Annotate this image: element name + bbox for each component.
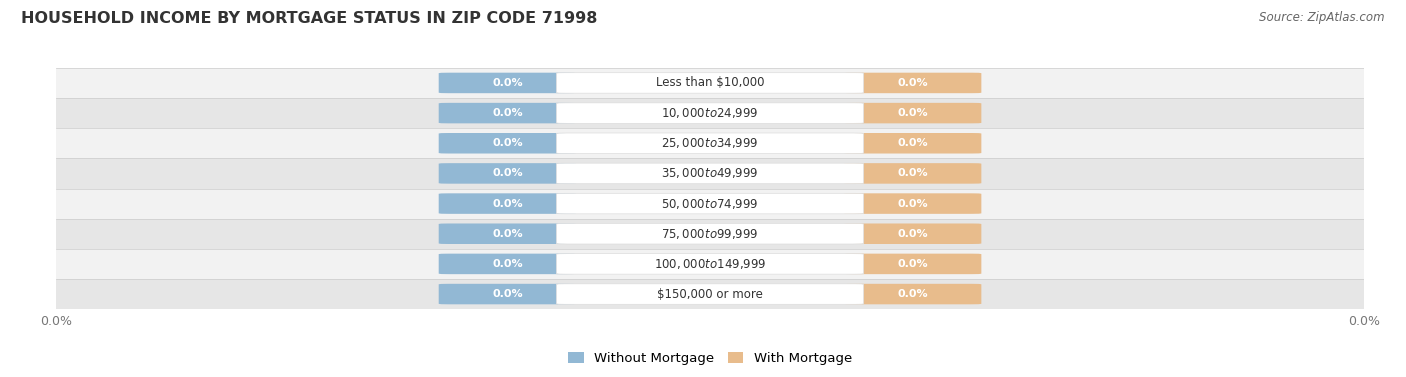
Text: $10,000 to $24,999: $10,000 to $24,999: [661, 106, 759, 120]
Bar: [56, 68, 1364, 98]
Text: 0.0%: 0.0%: [492, 259, 523, 269]
Text: HOUSEHOLD INCOME BY MORTGAGE STATUS IN ZIP CODE 71998: HOUSEHOLD INCOME BY MORTGAGE STATUS IN Z…: [21, 11, 598, 26]
FancyBboxPatch shape: [557, 103, 863, 123]
Text: 0.0%: 0.0%: [492, 229, 523, 239]
FancyBboxPatch shape: [557, 73, 863, 93]
Bar: [56, 279, 1364, 309]
FancyBboxPatch shape: [844, 224, 981, 244]
FancyBboxPatch shape: [439, 163, 576, 184]
FancyBboxPatch shape: [844, 133, 981, 153]
FancyBboxPatch shape: [439, 254, 576, 274]
Bar: [56, 249, 1364, 279]
Text: 0.0%: 0.0%: [492, 289, 523, 299]
Text: 0.0%: 0.0%: [897, 259, 928, 269]
Text: 0.0%: 0.0%: [492, 108, 523, 118]
Text: 0.0%: 0.0%: [897, 169, 928, 178]
Text: Source: ZipAtlas.com: Source: ZipAtlas.com: [1260, 11, 1385, 24]
FancyBboxPatch shape: [439, 284, 576, 304]
FancyBboxPatch shape: [439, 224, 576, 244]
FancyBboxPatch shape: [439, 133, 576, 153]
Text: 0.0%: 0.0%: [897, 199, 928, 208]
Text: 0.0%: 0.0%: [897, 138, 928, 148]
Text: $50,000 to $74,999: $50,000 to $74,999: [661, 196, 759, 211]
Text: 0.0%: 0.0%: [897, 108, 928, 118]
Text: 0.0%: 0.0%: [492, 199, 523, 208]
Text: 0.0%: 0.0%: [492, 138, 523, 148]
Legend: Without Mortgage, With Mortgage: Without Mortgage, With Mortgage: [562, 346, 858, 370]
FancyBboxPatch shape: [557, 284, 863, 304]
Text: $35,000 to $49,999: $35,000 to $49,999: [661, 166, 759, 181]
FancyBboxPatch shape: [557, 254, 863, 274]
FancyBboxPatch shape: [844, 254, 981, 274]
FancyBboxPatch shape: [844, 73, 981, 93]
Text: Less than $10,000: Less than $10,000: [655, 77, 765, 89]
Text: 0.0%: 0.0%: [897, 289, 928, 299]
FancyBboxPatch shape: [844, 163, 981, 184]
FancyBboxPatch shape: [557, 193, 863, 214]
Bar: [56, 98, 1364, 128]
FancyBboxPatch shape: [844, 193, 981, 214]
Text: 0.0%: 0.0%: [897, 78, 928, 88]
Text: 0.0%: 0.0%: [492, 78, 523, 88]
Bar: [56, 219, 1364, 249]
Text: $100,000 to $149,999: $100,000 to $149,999: [654, 257, 766, 271]
FancyBboxPatch shape: [439, 193, 576, 214]
Bar: [56, 188, 1364, 219]
FancyBboxPatch shape: [439, 103, 576, 123]
Text: $25,000 to $34,999: $25,000 to $34,999: [661, 136, 759, 150]
Bar: [56, 158, 1364, 188]
Bar: [56, 128, 1364, 158]
FancyBboxPatch shape: [557, 133, 863, 153]
FancyBboxPatch shape: [557, 224, 863, 244]
FancyBboxPatch shape: [844, 103, 981, 123]
Text: $75,000 to $99,999: $75,000 to $99,999: [661, 227, 759, 241]
Text: 0.0%: 0.0%: [492, 169, 523, 178]
Text: $150,000 or more: $150,000 or more: [657, 288, 763, 300]
FancyBboxPatch shape: [557, 163, 863, 184]
Text: 0.0%: 0.0%: [897, 229, 928, 239]
FancyBboxPatch shape: [844, 284, 981, 304]
FancyBboxPatch shape: [439, 73, 576, 93]
